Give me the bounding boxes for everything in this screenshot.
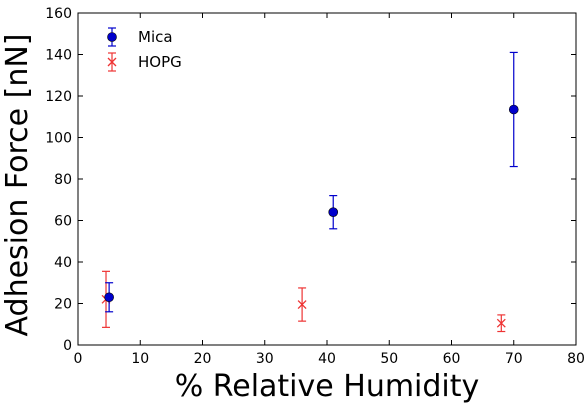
legend-label-hopg: HOPG — [138, 53, 182, 71]
data-point-hopg — [496, 318, 506, 328]
plot-frame — [77, 12, 577, 346]
x-tick-label: 30 — [256, 351, 274, 367]
data-point-mica — [328, 207, 339, 217]
data-point-mica — [508, 104, 519, 115]
x-axis-label: % Relative Humidity — [175, 369, 480, 403]
series-mica — [104, 51, 519, 313]
x-axis-ticks: 0 10 20 30 40 50 60 70 80 — [74, 13, 585, 367]
y-tick-label: 120 — [45, 89, 72, 105]
x-tick-label: 40 — [318, 351, 336, 367]
x-tick-label: 80 — [567, 351, 585, 367]
x-tick-label: 10 — [131, 351, 149, 367]
y-tick-label: 20 — [54, 297, 72, 313]
x-tick-label: 60 — [443, 351, 461, 367]
x-tick-label: 0 — [74, 351, 83, 367]
data-point-mica — [104, 292, 114, 303]
y-tick-label: 140 — [45, 48, 72, 64]
marker-stroke — [107, 57, 117, 67]
legend: Mica HOPG — [107, 27, 182, 72]
y-tick-label: 60 — [54, 214, 72, 230]
series-hopg — [101, 270, 506, 333]
y-axis-ticks: 0 20 40 60 80 100 120 140 160 — [45, 6, 576, 354]
y-tick-label: 80 — [54, 172, 72, 188]
legend-label-mica: Mica — [138, 28, 173, 46]
marker-stroke — [496, 318, 506, 328]
legend-marker-mica — [107, 32, 117, 42]
y-tick-label: 0 — [63, 338, 72, 354]
y-tick-label: 100 — [45, 131, 72, 147]
marker-stroke — [297, 300, 307, 309]
x-tick-label: 50 — [380, 351, 398, 367]
legend-marker-hopg — [107, 57, 117, 67]
legend-entry-hopg — [107, 52, 117, 72]
x-tick-label: 70 — [505, 351, 523, 367]
data-point-hopg — [297, 300, 307, 309]
x-tick-label: 20 — [194, 351, 212, 367]
plot-area — [101, 51, 519, 333]
legend-entry-mica — [107, 27, 117, 47]
y-tick-label: 40 — [54, 255, 72, 271]
y-axis-label: Adhesion Force [nN] — [0, 34, 35, 337]
y-tick-label: 160 — [45, 6, 72, 22]
